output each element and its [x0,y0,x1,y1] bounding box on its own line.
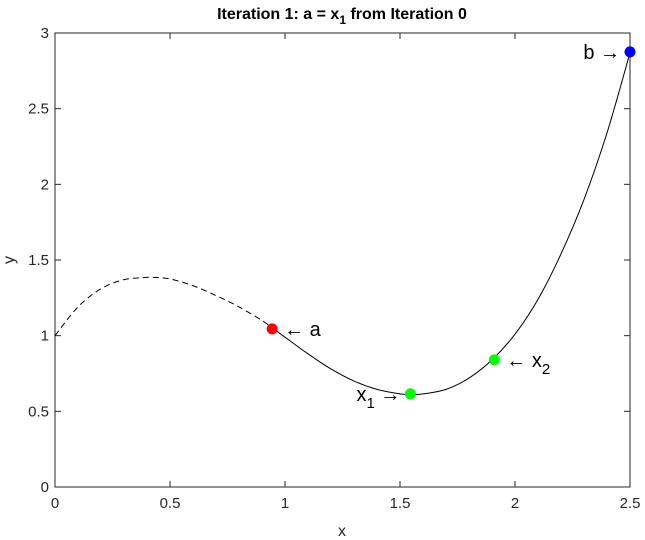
y-tick-label: 2.5 [28,101,49,118]
point-name: x [532,350,542,372]
point-x2 [488,354,500,366]
point-label-x1: x1 → [356,384,400,412]
curve-solid-segment [274,52,631,396]
y-tick-label: 0 [41,479,49,496]
x-axis-label: x [338,523,346,540]
y-tick-label: 3 [41,25,49,42]
y-tick-label: 2 [41,176,49,193]
point-x1 [404,388,416,400]
point-label-a: ← a [284,319,322,341]
x-tick-label: 1.5 [390,495,411,512]
point-b [624,46,636,58]
arrow-icon: ← [506,350,526,372]
x-tick-label: 0 [51,495,59,512]
x-tick-label: 1 [281,495,289,512]
point-name-subscript: 2 [542,361,550,378]
y-axis-label: y [1,256,18,264]
arrow-icon: → [380,384,400,406]
point-name: a [310,319,322,341]
arrow-icon: ← [284,319,304,341]
curve-dashed-segment [54,276,275,336]
y-ticks: 0 0.5 1 1.5 2 2.5 3 [28,25,630,496]
x-ticks: 0 0.5 1 1.5 2 2.5 [51,33,641,512]
chart-title: Iteration 1: a = x1 from Iteration 0 [217,6,467,27]
point-name: b [583,42,594,64]
point-name-subscript: 1 [366,395,374,412]
y-tick-label: 1 [41,328,49,345]
points: ← ax1 →← x2b → [266,42,636,412]
y-tick-label: 1.5 [28,252,49,269]
y-tick-label: 0.5 [28,403,49,420]
point-a [266,323,278,335]
x-tick-label: 0.5 [160,495,181,512]
chart-title-suffix: from Iteration 0 [346,6,467,23]
point-label-x2: ← x2 [506,350,550,378]
point-label-b: b → [583,42,620,64]
point-name: x [356,384,366,406]
arrow-icon: → [600,42,620,64]
chart-title-subscript: 1 [339,13,346,27]
plot-area [54,32,631,488]
x-tick-label: 2 [511,495,519,512]
chart-title-prefix: Iteration 1: a = x [217,6,339,23]
x-tick-label: 2.5 [620,495,641,512]
